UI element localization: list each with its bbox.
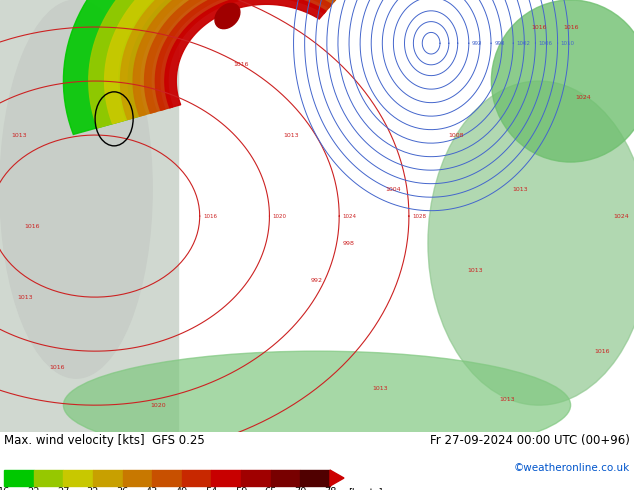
Text: Max. wind velocity [kts]  GFS 0.25: Max. wind velocity [kts] GFS 0.25 (4, 434, 205, 447)
Bar (4, 470, 34, 486)
Text: 1024: 1024 (614, 214, 629, 219)
Polygon shape (105, 0, 361, 123)
Text: 1016: 1016 (531, 24, 547, 29)
Bar (122, 470, 152, 486)
Ellipse shape (0, 0, 152, 378)
Text: 49: 49 (176, 487, 188, 490)
Text: 1016: 1016 (49, 365, 65, 370)
Text: 1013: 1013 (468, 268, 483, 272)
Text: [knots]: [knots] (348, 487, 382, 490)
Text: 1024: 1024 (576, 95, 591, 100)
Ellipse shape (63, 351, 571, 459)
Text: 1016: 1016 (203, 214, 217, 219)
Bar (241, 470, 271, 486)
Ellipse shape (491, 0, 634, 162)
Polygon shape (145, 0, 338, 113)
Bar (212, 470, 241, 486)
Text: 1028: 1028 (412, 214, 426, 219)
Text: 16: 16 (0, 487, 10, 490)
Bar (271, 470, 301, 486)
Text: 1016: 1016 (233, 62, 249, 67)
Text: 1010: 1010 (561, 41, 575, 46)
Text: 54: 54 (205, 487, 217, 490)
Text: 1013: 1013 (11, 133, 27, 138)
Text: 1013: 1013 (18, 294, 33, 299)
Bar (93, 470, 122, 486)
Ellipse shape (215, 3, 240, 29)
Text: 1013: 1013 (373, 387, 388, 392)
Bar (0, 0, 178, 432)
Text: 1008: 1008 (449, 133, 464, 138)
Bar (34, 470, 63, 486)
Bar (152, 470, 182, 486)
Text: 1020: 1020 (151, 403, 166, 408)
Bar (301, 470, 330, 486)
Text: 1016: 1016 (24, 224, 39, 229)
Polygon shape (155, 0, 332, 110)
Text: 27: 27 (57, 487, 70, 490)
Text: 1024: 1024 (342, 214, 356, 219)
Polygon shape (165, 0, 326, 108)
Text: 1004: 1004 (385, 187, 401, 192)
Text: 998: 998 (495, 41, 505, 46)
Polygon shape (133, 0, 344, 116)
Text: 1016: 1016 (563, 24, 578, 29)
Text: 36: 36 (117, 487, 129, 490)
Polygon shape (89, 0, 371, 128)
Text: 78: 78 (324, 487, 336, 490)
Text: 65: 65 (264, 487, 277, 490)
Text: 1020: 1020 (273, 214, 287, 219)
Text: 1006: 1006 (539, 41, 553, 46)
Text: 1013: 1013 (500, 397, 515, 402)
Polygon shape (330, 470, 344, 486)
Text: 32: 32 (87, 487, 99, 490)
Bar (182, 470, 212, 486)
Text: 992: 992 (311, 278, 323, 283)
Text: 1002: 1002 (516, 41, 531, 46)
Text: 22: 22 (27, 487, 40, 490)
Text: 70: 70 (294, 487, 307, 490)
Text: 1013: 1013 (512, 187, 527, 192)
Text: 43: 43 (146, 487, 158, 490)
Polygon shape (63, 0, 385, 134)
Text: Fr 27-09-2024 00:00 UTC (00+96): Fr 27-09-2024 00:00 UTC (00+96) (430, 434, 630, 447)
Text: 59: 59 (235, 487, 247, 490)
Text: 1013: 1013 (284, 133, 299, 138)
Text: 998: 998 (343, 241, 354, 245)
Bar (63, 470, 93, 486)
Text: 1016: 1016 (595, 349, 610, 354)
Ellipse shape (428, 81, 634, 405)
Text: 992: 992 (472, 41, 482, 46)
Polygon shape (120, 0, 352, 120)
Text: ©weatheronline.co.uk: ©weatheronline.co.uk (514, 463, 630, 473)
